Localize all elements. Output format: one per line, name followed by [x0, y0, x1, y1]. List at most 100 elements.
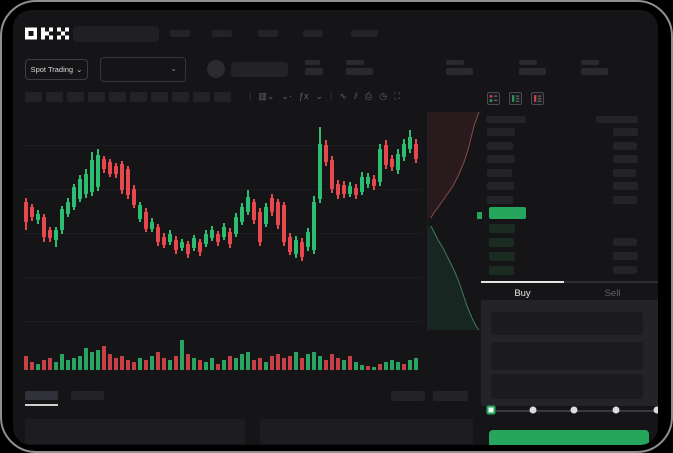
timeframe-button[interactable] [214, 92, 231, 102]
candle [36, 214, 40, 220]
buy-submit-button[interactable] [489, 430, 649, 445]
candle [360, 177, 364, 192]
timeframe-button[interactable] [25, 92, 42, 102]
stat-label-placeholder [305, 60, 320, 65]
order-form-input[interactable] [491, 312, 643, 335]
timer-icon[interactable]: ◷ [379, 90, 387, 101]
bottom-tab[interactable] [25, 391, 58, 400]
gridline [23, 189, 423, 190]
candle [180, 242, 184, 248]
line-tool-icon[interactable]: ∿ [339, 90, 347, 101]
amount-slider[interactable] [486, 404, 658, 416]
ask-row-price[interactable] [487, 182, 514, 190]
candle [294, 240, 298, 254]
ask-row-price[interactable] [487, 169, 512, 177]
volume-bar [246, 352, 250, 370]
candle [252, 202, 256, 220]
orderbook-sells-icon[interactable] [531, 92, 544, 105]
slider-stop[interactable] [529, 406, 536, 414]
timeframe-button[interactable] [130, 92, 147, 102]
slider-handle[interactable] [486, 405, 496, 415]
volume-bar [402, 364, 406, 370]
tab-buy[interactable]: Buy [514, 288, 531, 299]
bid-row-price[interactable] [489, 266, 514, 275]
nav-item[interactable] [170, 30, 190, 37]
ask-row-price[interactable] [487, 196, 513, 204]
candle [408, 137, 412, 149]
stat-value-placeholder [346, 68, 373, 75]
volume-bar [360, 365, 364, 370]
volume-bar [120, 356, 124, 370]
fullscreen-icon[interactable]: ⛶ [393, 90, 401, 101]
bid-row-price[interactable] [489, 224, 515, 233]
nav-item[interactable] [258, 30, 278, 37]
timeframe-button[interactable] [46, 92, 63, 102]
volume-bar [324, 360, 328, 370]
tab-sell[interactable]: Sell [604, 288, 621, 299]
candle [324, 145, 328, 162]
order-form-input[interactable] [491, 342, 643, 370]
candle [198, 242, 202, 252]
volume-bar [300, 358, 304, 370]
candle [204, 234, 208, 244]
nav-item[interactable] [351, 30, 378, 37]
ask-row-price[interactable] [487, 155, 515, 163]
bid-row-price[interactable] [489, 238, 514, 247]
order-form-input[interactable] [491, 374, 643, 399]
search-input[interactable] [73, 26, 159, 42]
slider-stop[interactable] [612, 406, 619, 414]
last-price-highlight[interactable] [489, 207, 526, 219]
nav-item[interactable] [212, 30, 232, 37]
bottom-tab[interactable] [71, 391, 104, 400]
nav-item[interactable] [303, 30, 323, 37]
volume-bar [54, 362, 58, 370]
timeframe-button[interactable] [151, 92, 168, 102]
slider-stop[interactable] [570, 406, 578, 414]
orderbook-buys-icon[interactable] [509, 92, 522, 105]
candle [132, 189, 136, 205]
ask-row-amount [613, 128, 638, 136]
candle [282, 205, 286, 242]
volume-bar [366, 366, 370, 370]
volume-bar [312, 352, 316, 370]
draw-tool-icon[interactable]: ⫽ [353, 90, 358, 101]
volume-bar [126, 360, 130, 370]
candle [396, 154, 400, 170]
volume-bar [48, 358, 52, 370]
ask-row-price[interactable] [487, 128, 515, 136]
orderbook-both-icon[interactable] [487, 92, 500, 105]
volume-bar [198, 360, 202, 370]
volume-bar [414, 358, 418, 370]
market-type-dropdown[interactable]: Spot Trading ⌄ [25, 59, 88, 80]
candle [96, 155, 100, 187]
timeframe-button[interactable] [172, 92, 189, 102]
volume-bar [258, 358, 262, 370]
timeframe-button[interactable] [67, 92, 84, 102]
candle [366, 177, 370, 184]
candle [342, 185, 346, 194]
app: Spot Trading ⌄ ⌄ | ▥⌄ ⌄· ƒx ⌄ | ∿ ⫽ ⎙ ◷ ⛶ [13, 10, 658, 445]
stat-value-placeholder [305, 68, 323, 75]
timeframe-button[interactable] [193, 92, 210, 102]
volume-bar [276, 354, 280, 370]
bottom-action-placeholder[interactable] [433, 391, 468, 401]
bottom-action-placeholder[interactable] [391, 391, 425, 401]
volume-bar [162, 358, 166, 370]
pair-selector-dropdown[interactable]: ⌄ [100, 57, 186, 82]
gridline [23, 277, 423, 278]
timeframe-button[interactable] [109, 92, 126, 102]
compare-chevron-icon[interactable]: ⌄ [315, 90, 323, 101]
candle [240, 207, 244, 222]
interval-icon[interactable]: ⌄· [281, 90, 292, 101]
candle [102, 159, 106, 169]
indicators-icon[interactable]: ƒx [298, 91, 309, 101]
candle [216, 234, 220, 242]
ask-row-price[interactable] [487, 142, 513, 150]
camera-icon[interactable]: ⎙ [364, 90, 373, 101]
candle [276, 202, 280, 225]
bid-row-price[interactable] [489, 252, 515, 261]
candle-style-icon[interactable]: ▥⌄ [258, 90, 275, 101]
coin-avatar[interactable] [207, 60, 225, 78]
slider-stop[interactable] [653, 406, 658, 414]
timeframe-button[interactable] [88, 92, 105, 102]
